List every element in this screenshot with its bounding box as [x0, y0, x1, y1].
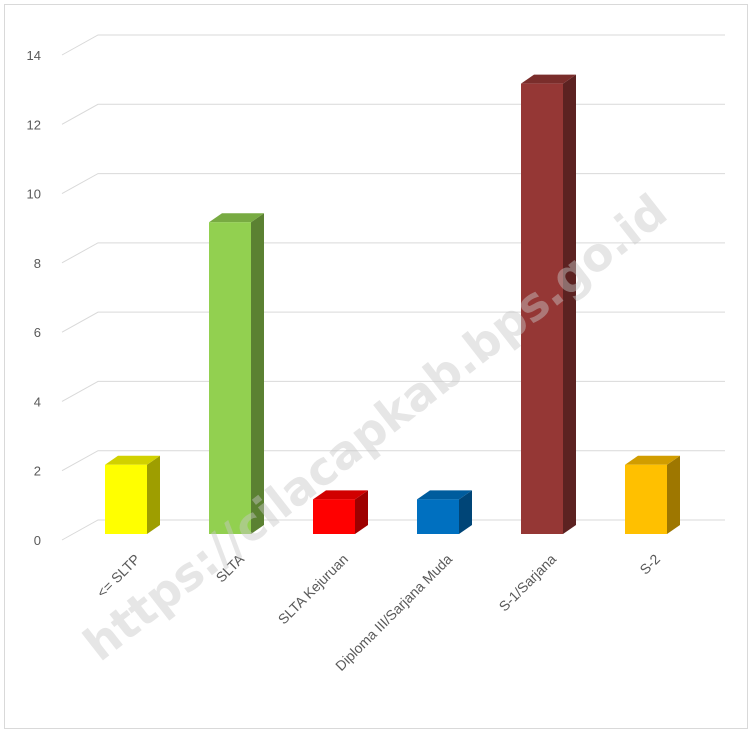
bar-top [313, 490, 368, 500]
bar [313, 490, 368, 534]
bar-top [521, 74, 576, 84]
gridline [61, 242, 725, 264]
gridline [61, 311, 725, 333]
bars [105, 74, 680, 535]
bar-side [459, 490, 472, 534]
y-axis: 0 2 4 6 8 10 12 14 [27, 48, 41, 548]
chart-frame [4, 4, 748, 729]
bar-top [209, 213, 264, 223]
y-tick-label: 14 [27, 48, 41, 63]
watermark: https://cilacapkab.bps.go.id [73, 183, 676, 671]
bar-top [625, 455, 680, 465]
bar [105, 455, 160, 534]
y-tick-label: 0 [34, 533, 41, 548]
gridline [61, 34, 725, 56]
bar [625, 455, 680, 534]
bar [209, 213, 264, 534]
y-tick-label: 6 [34, 325, 41, 340]
bar [521, 74, 576, 535]
x-tick-label: S-2 [636, 551, 663, 578]
bar-side [563, 74, 576, 535]
gridlines [61, 34, 725, 541]
bar-side [355, 490, 368, 534]
x-tick-label: Diploma III/Sarjana Muda [332, 551, 455, 674]
bar-side [147, 455, 160, 534]
y-tick-label: 10 [27, 187, 41, 202]
gridline [61, 103, 725, 125]
bar-front [521, 83, 563, 535]
y-tick-label: 12 [27, 117, 41, 132]
bar [417, 490, 472, 534]
x-tick-label: S-1/Sarjana [496, 551, 560, 615]
bar-side [667, 455, 680, 534]
bar-side [251, 213, 264, 534]
x-tick-label: SLTA Kejuruan [275, 551, 351, 627]
bar-front [313, 499, 355, 534]
gridline [61, 380, 725, 402]
gridline [61, 519, 725, 541]
y-tick-label: 2 [34, 464, 41, 479]
bar-front [625, 464, 667, 534]
y-tick-label: 4 [34, 394, 41, 409]
bar-front [417, 499, 459, 534]
bar-top [105, 455, 160, 465]
gridline [61, 173, 725, 195]
y-tick-label: 8 [34, 256, 41, 271]
bar-top [417, 490, 472, 500]
bar-front [209, 222, 251, 534]
bar-front [105, 464, 147, 534]
gridline [61, 450, 725, 472]
